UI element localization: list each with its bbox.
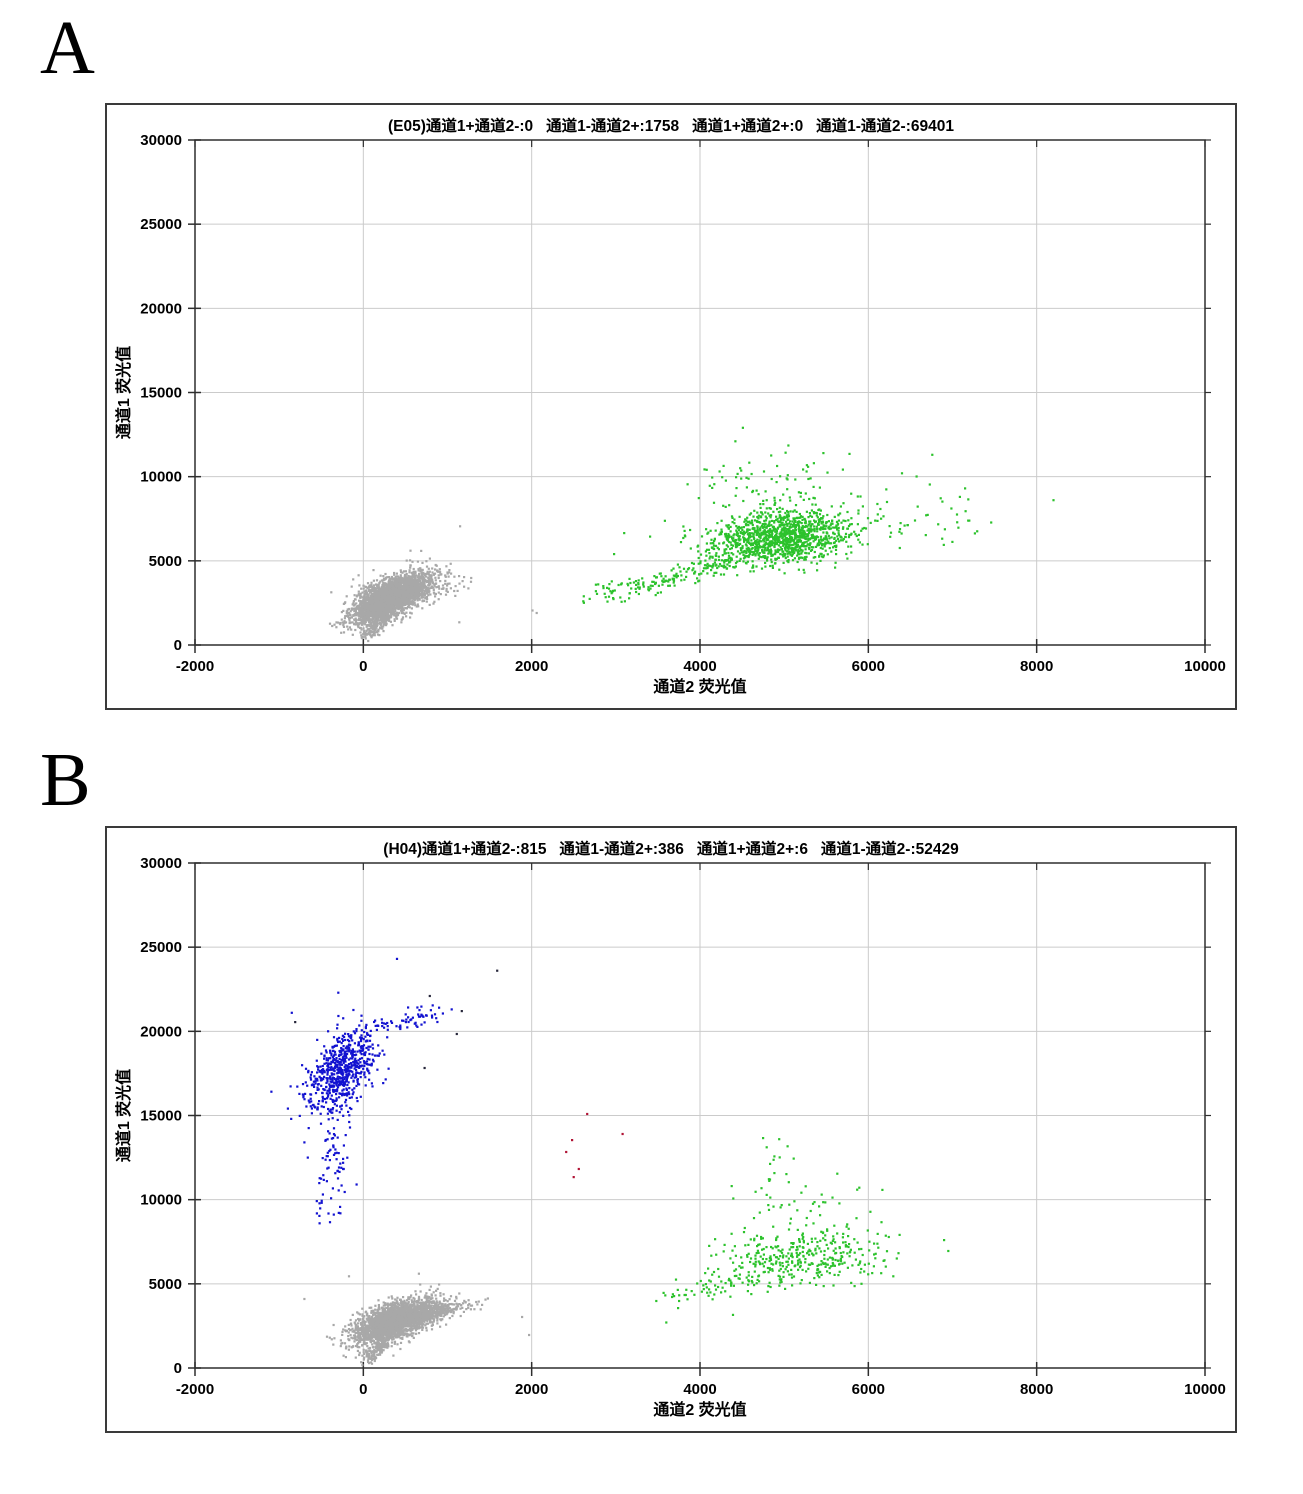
x-axis-label: 通道2 荧光值 xyxy=(653,677,746,696)
gridlines xyxy=(195,140,1205,645)
y-tick-label: 30000 xyxy=(140,855,182,872)
y-tick-label: 0 xyxy=(174,1360,182,1377)
data-points xyxy=(328,426,1055,643)
axis-ticks: -2000 0 2000 4000 6000 8000 10000 0 5000 10000 150… xyxy=(114,132,1226,696)
x-tick-label: 2000 xyxy=(515,658,548,675)
y-tick-label: 25000 xyxy=(140,216,182,233)
y-tick-label: 20000 xyxy=(140,1023,182,1040)
gridlines xyxy=(195,863,1205,1368)
series-ch1-positive-droplets xyxy=(270,957,453,1225)
y-tick-label: 15000 xyxy=(140,385,182,402)
scatter-panel-b: (H04)通道1+通道2-:815 通道1-通道2+:386 通道1+通道2+:… xyxy=(105,826,1237,1433)
y-tick-label: 5000 xyxy=(149,553,182,570)
x-axis-label: 通道2 荧光值 xyxy=(653,1400,746,1419)
x-tick-label: 10000 xyxy=(1184,1381,1226,1398)
plot-a-title: (E05)通道1+通道2-:0 通道1-通道2+:1758 通道1+通道2+:0… xyxy=(388,118,954,135)
x-tick-label: 2000 xyxy=(515,1381,548,1398)
x-tick-label: 6000 xyxy=(852,1381,885,1398)
x-tick-label: 0 xyxy=(359,1381,367,1398)
y-axis-label: 通道1 荧光值 xyxy=(114,346,133,439)
x-tick-label: 8000 xyxy=(1020,658,1053,675)
series-ch2-positive-droplets xyxy=(582,426,1055,604)
y-tick-label: 5000 xyxy=(149,1276,182,1293)
y-tick-label: 10000 xyxy=(140,1192,182,1209)
x-tick-label: -2000 xyxy=(176,1381,214,1398)
scatter-plot-b-canvas: -2000 0 2000 4000 6000 8000 10000 0 5000 10000 150… xyxy=(114,855,1226,1419)
panel-label-b: B xyxy=(40,738,91,822)
series-dark-outlier-droplets xyxy=(294,969,499,1070)
plot-b-title: (H04)通道1+通道2-:815 通道1-通道2+:386 通道1+通道2+:… xyxy=(383,841,959,858)
x-tick-label: 10000 xyxy=(1184,658,1226,675)
scatter-plot-a-canvas: -2000 0 2000 4000 6000 8000 10000 0 5000 10000 150… xyxy=(114,132,1226,696)
data-points xyxy=(270,957,950,1367)
series-double-negative-droplets xyxy=(328,525,538,643)
y-tick-label: 10000 xyxy=(140,469,182,486)
series-double-negative-droplets xyxy=(303,1272,531,1367)
x-tick-label: -2000 xyxy=(176,658,214,675)
y-tick-label: 25000 xyxy=(140,939,182,956)
series-double-positive-droplets xyxy=(565,1112,624,1179)
y-tick-label: 20000 xyxy=(140,300,182,317)
y-axis-label: 通道1 荧光值 xyxy=(114,1069,133,1162)
x-tick-label: 0 xyxy=(359,658,367,675)
x-tick-label: 6000 xyxy=(852,658,885,675)
series-ch2-positive-droplets xyxy=(655,1137,950,1324)
scatter-panel-a: (E05)通道1+通道2-:0 通道1-通道2+:1758 通道1+通道2+:0… xyxy=(105,103,1237,710)
y-tick-label: 15000 xyxy=(140,1108,182,1125)
x-tick-label: 4000 xyxy=(683,658,716,675)
panel-label-a: A xyxy=(40,6,95,90)
y-tick-label: 0 xyxy=(174,637,182,654)
y-tick-label: 30000 xyxy=(140,132,182,149)
axis-ticks: -2000 0 2000 4000 6000 8000 10000 0 5000 10000 150… xyxy=(114,855,1226,1419)
x-tick-label: 4000 xyxy=(683,1381,716,1398)
x-tick-label: 8000 xyxy=(1020,1381,1053,1398)
